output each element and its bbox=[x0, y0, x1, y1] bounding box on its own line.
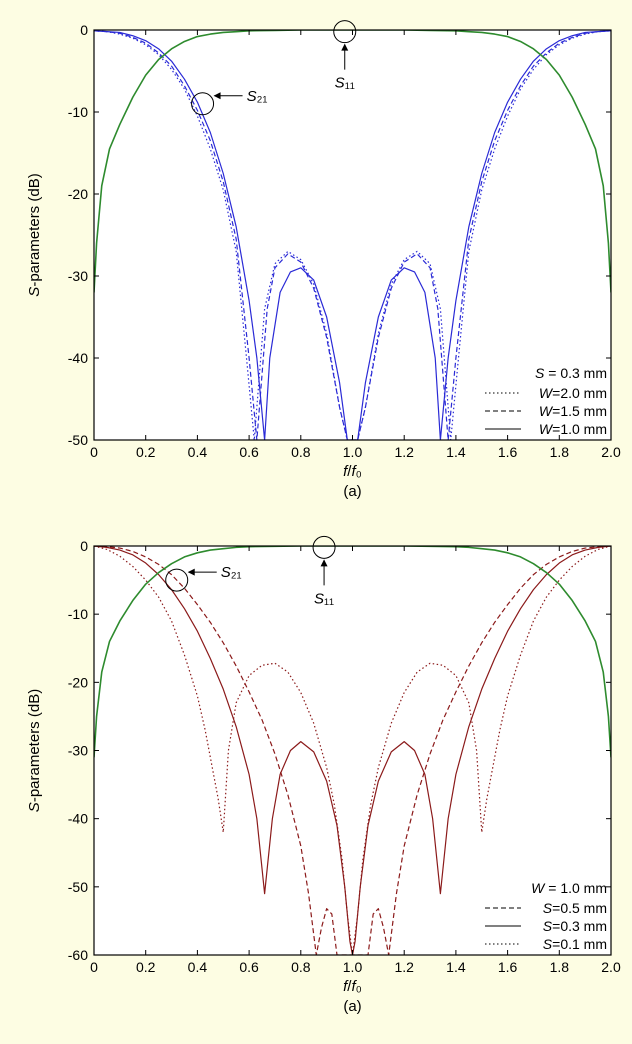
s11-arrow-head bbox=[320, 559, 328, 567]
x-tick-label: 0.2 bbox=[136, 959, 156, 975]
x-tick-label: 1.6 bbox=[498, 959, 518, 975]
x-tick-label: 1.4 bbox=[446, 959, 466, 975]
x-tick-label: 0.6 bbox=[239, 444, 259, 460]
x-tick-label: 1.8 bbox=[550, 959, 570, 975]
x-axis-label: f/f₀ bbox=[343, 463, 362, 480]
s21-marker-circle bbox=[165, 568, 189, 592]
y-tick-label: -10 bbox=[68, 104, 88, 120]
x-tick-label: 0.8 bbox=[291, 444, 311, 460]
y-tick-label: -10 bbox=[68, 606, 88, 622]
panel-caption: (a) bbox=[343, 998, 361, 1015]
legend-label: S=0.3 mm bbox=[543, 918, 607, 934]
x-tick-label: 1.4 bbox=[446, 444, 466, 460]
y-axis-label: S-parameters (dB) bbox=[26, 173, 43, 296]
y-tick-label: 0 bbox=[80, 22, 88, 38]
legend-label: W=2.0 mm bbox=[539, 385, 607, 401]
legend-label: S=0.5 mm bbox=[543, 900, 607, 916]
chart-panel-1: 0 0.2 0.4 0.6 0.8 1.0 1.2 1.4 1.6 1.8 2.0 0 -10 -20 -3… bbox=[26, 20, 621, 500]
x-tick-label: 1.8 bbox=[550, 444, 570, 460]
y-tick-label: -30 bbox=[68, 743, 88, 759]
s21-marker-circle bbox=[191, 92, 215, 116]
chart-panel-2: 0 0.2 0.4 0.6 0.8 1.0 1.2 1.4 1.6 1.8 2.0 0 -10 -20 -3… bbox=[26, 535, 621, 1015]
series-line-s11-s11 bbox=[94, 30, 611, 293]
legend-label: W=1.0 mm bbox=[539, 421, 607, 437]
series-line-s11-s11 bbox=[94, 546, 611, 758]
series-group bbox=[94, 30, 611, 440]
series-line-w-1-0-mm-s21 bbox=[94, 30, 611, 440]
s11-marker-circle bbox=[333, 20, 357, 44]
series-group bbox=[94, 546, 611, 955]
s11-marker-circle bbox=[312, 535, 336, 559]
x-tick-label: 1.2 bbox=[394, 444, 414, 460]
x-tick-label: 0.4 bbox=[188, 959, 208, 975]
s11-annotation: S₁₁ bbox=[335, 75, 355, 92]
x-tick-label: 1.6 bbox=[498, 444, 518, 460]
s21-annotation: S₂₁ bbox=[247, 88, 268, 105]
s11-annotation: S₁₁ bbox=[314, 590, 334, 607]
series-line-s-0-3-mm-s21 bbox=[94, 546, 611, 955]
panel-caption: (a) bbox=[343, 483, 361, 500]
s21-arrow-head bbox=[213, 92, 221, 100]
x-tick-label: 0 bbox=[90, 444, 98, 460]
x-tick-label: 2.0 bbox=[601, 959, 621, 975]
x-tick-label: 1.0 bbox=[343, 444, 363, 460]
legend-title: W = 1.0 mm bbox=[531, 880, 607, 896]
y-tick-label: 0 bbox=[80, 538, 88, 554]
y-tick-label: -20 bbox=[68, 674, 88, 690]
x-axis-label: f/f₀ bbox=[343, 978, 362, 995]
series-line-w-1-5-mm-s21 bbox=[94, 30, 611, 440]
x-tick-label: 0 bbox=[90, 959, 98, 975]
s11-arrow-head bbox=[341, 43, 349, 51]
plot-area bbox=[94, 30, 611, 440]
x-tick-label: 2.0 bbox=[601, 444, 621, 460]
series-line-s-0-5-mm-s21 bbox=[94, 546, 611, 955]
y-tick-label: -20 bbox=[68, 186, 88, 202]
x-tick-label: 0.8 bbox=[291, 959, 311, 975]
x-tick-label: 1.0 bbox=[343, 959, 363, 975]
s21-annotation: S₂₁ bbox=[221, 564, 242, 581]
y-tick-label: -50 bbox=[68, 432, 88, 448]
y-tick-label: -50 bbox=[68, 879, 88, 895]
y-tick-label: -60 bbox=[68, 947, 88, 963]
x-tick-label: 0.4 bbox=[188, 444, 208, 460]
y-tick-label: -30 bbox=[68, 268, 88, 284]
y-tick-label: -40 bbox=[68, 811, 88, 827]
x-tick-label: 0.2 bbox=[136, 444, 156, 460]
plot-area bbox=[94, 546, 611, 955]
legend-title: S = 0.3 mm bbox=[535, 365, 607, 381]
s21-arrow-head bbox=[187, 568, 195, 576]
y-axis-label: S-parameters (dB) bbox=[26, 689, 43, 812]
x-tick-label: 1.2 bbox=[394, 959, 414, 975]
legend-label: W=1.5 mm bbox=[539, 403, 607, 419]
legend-label: S=0.1 mm bbox=[543, 936, 607, 952]
y-tick-label: -40 bbox=[68, 350, 88, 366]
x-tick-label: 0.6 bbox=[239, 959, 259, 975]
